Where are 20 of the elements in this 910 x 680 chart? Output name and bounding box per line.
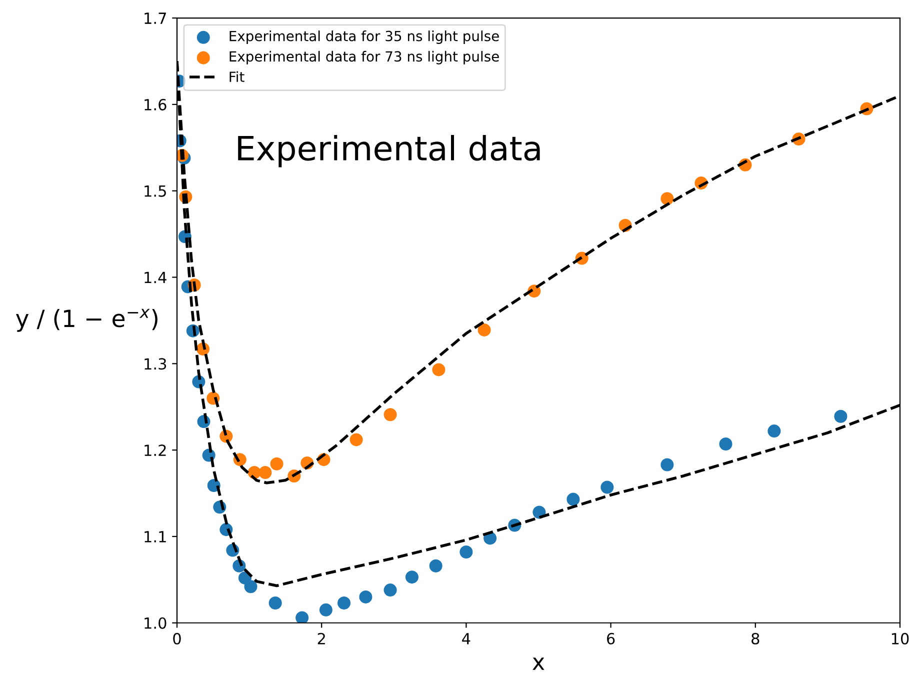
legend-label: Experimental data for 35 ns light pulse: [230, 30, 499, 44]
y-axis-title: y / (1 − e$^{−x}$): [16, 308, 158, 332]
x-tick-label: 6: [607, 632, 615, 644]
x-tick-label: 8: [752, 632, 760, 644]
y-tick-label: 1.5: [144, 186, 166, 197]
legend-label: Experimental data for 73 ns light pulse: [230, 50, 499, 64]
x-tick-label: 10: [892, 632, 909, 644]
y-tick-label: 1.2: [144, 444, 166, 456]
y-tick-label: 1.4: [144, 272, 166, 284]
x-axis-title: x: [532, 658, 544, 670]
y-tick-label: 1.6: [144, 98, 166, 110]
x-tick-label: 4: [462, 633, 470, 644]
x-tick-label: 0: [173, 632, 181, 644]
y-tick-label: 1.7: [144, 12, 166, 24]
y-tick-label: 1.3: [144, 358, 166, 370]
y-tick-label: 1.1: [144, 531, 166, 542]
annotation: Experimental data: [238, 134, 540, 168]
x-tick-label: 2: [318, 632, 325, 644]
legend-label: Fit: [230, 71, 244, 82]
y-tick-label: 1.0: [144, 617, 166, 629]
